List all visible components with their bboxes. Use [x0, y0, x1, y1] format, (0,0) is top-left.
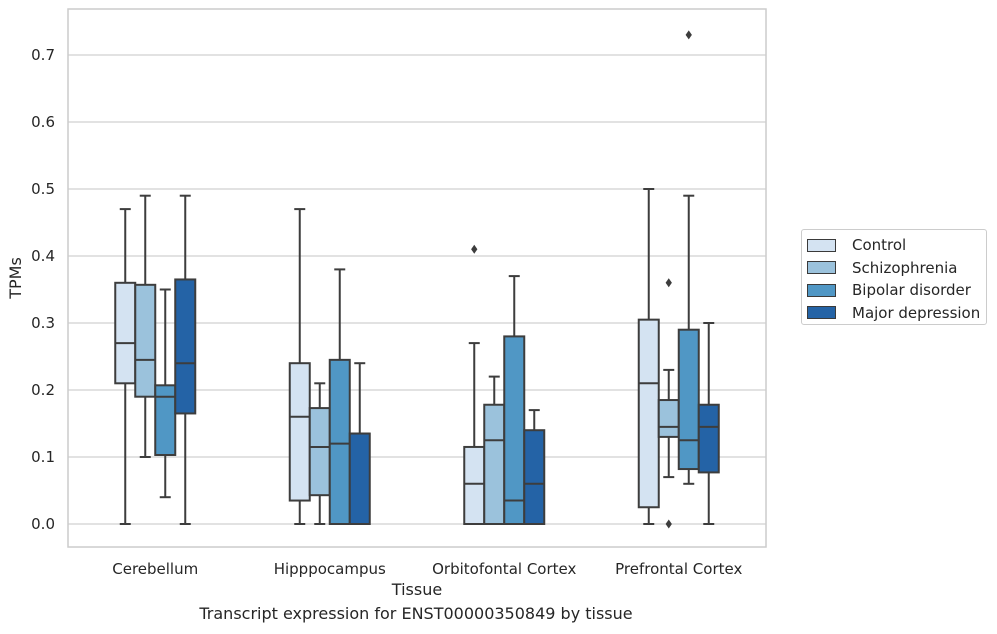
legend-item-control: Control: [807, 234, 986, 257]
series-bipolar-disorder: [154, 30, 700, 525]
box-hipppocampus: [288, 208, 311, 525]
box-iqr: [174, 278, 197, 415]
box-hipppocampus: [328, 268, 351, 525]
series-control: [114, 188, 660, 526]
box-iqr: [523, 429, 546, 526]
box-cerebellum: [114, 208, 137, 525]
plot-frame: [67, 8, 767, 548]
legend-swatch-major-depression: [807, 306, 836, 320]
y-tick-label: 0.0: [31, 515, 55, 533]
outlier-point: [471, 244, 478, 254]
outlier-point: [665, 519, 672, 529]
legend-label: Schizophrenia: [852, 258, 958, 277]
axis-ticks: 0.0 0.1 0.2 0.3 0.4 0.5 0.6 0.7 Cerebellum Hipppo…: [31, 46, 742, 578]
x-tick-label: Cerebellum: [112, 560, 198, 578]
box-orbitofontal-cortex: [523, 409, 546, 526]
y-tick-label: 0.2: [31, 381, 55, 399]
y-tick-label: 0.7: [31, 46, 55, 64]
legend-item-bipolar-disorder: Bipolar disorder: [807, 279, 986, 302]
legend-label: Major depression: [852, 303, 981, 322]
legend-swatch-schizophrenia: [807, 261, 836, 275]
box-iqr: [114, 281, 137, 385]
chart-caption: Transcript expression for ENST0000035084…: [199, 604, 633, 623]
box-iqr: [483, 403, 506, 525]
box-iqr: [308, 407, 331, 497]
y-tick-label: 0.1: [31, 448, 55, 466]
box-iqr: [697, 403, 720, 474]
outlier-point: [685, 30, 692, 40]
legend-item-schizophrenia: Schizophrenia: [807, 257, 986, 280]
box-prefrontal-cortex: [697, 322, 720, 525]
box-orbitofontal-cortex: [503, 275, 526, 525]
box-orbitofontal-cortex: [463, 244, 486, 526]
legend-swatch-bipolar-disorder: [807, 283, 836, 297]
box-iqr: [134, 283, 157, 398]
box-hipppocampus: [348, 362, 371, 525]
box-cerebellum: [134, 194, 157, 458]
x-tick-label: Orbitofontal Cortex: [432, 560, 576, 578]
box-iqr: [288, 362, 311, 502]
y-tick-label: 0.6: [31, 113, 55, 131]
legend-label: Control: [852, 236, 907, 255]
box-iqr: [348, 432, 371, 525]
legend-swatch-control: [807, 238, 836, 252]
box-prefrontal-cortex: [657, 278, 680, 529]
legend: Control Schizophrenia Bipolar disorder M…: [801, 229, 987, 325]
y-tick-label: 0.3: [31, 314, 55, 332]
box-plot-series: [114, 30, 720, 529]
y-axis-label: TPMs: [6, 257, 25, 300]
box-iqr: [637, 318, 660, 509]
x-tick-label: Hipppocampus: [274, 560, 386, 578]
box-orbitofontal-cortex: [483, 375, 506, 525]
box-iqr: [328, 358, 351, 525]
box-iqr: [677, 328, 700, 471]
outlier-point: [665, 278, 672, 288]
box-hipppocampus: [308, 382, 331, 525]
box-cerebellum: [174, 194, 197, 525]
box-cerebellum: [154, 288, 177, 499]
box-iqr: [503, 335, 526, 525]
series-major-depression: [174, 194, 720, 526]
box-prefrontal-cortex: [637, 188, 660, 525]
legend-label: Bipolar disorder: [852, 281, 971, 300]
box-prefrontal-cortex: [677, 30, 700, 485]
box-iqr: [657, 399, 680, 438]
box-iqr: [463, 445, 486, 526]
y-tick-label: 0.4: [31, 247, 55, 265]
legend-item-major-depression: Major depression: [807, 302, 986, 325]
y-tick-label: 0.5: [31, 180, 55, 198]
series-schizophrenia: [134, 194, 680, 529]
box-iqr: [154, 384, 177, 456]
x-axis-label: Tissue: [391, 580, 442, 599]
x-tick-label: Prefrontal Cortex: [615, 560, 742, 578]
